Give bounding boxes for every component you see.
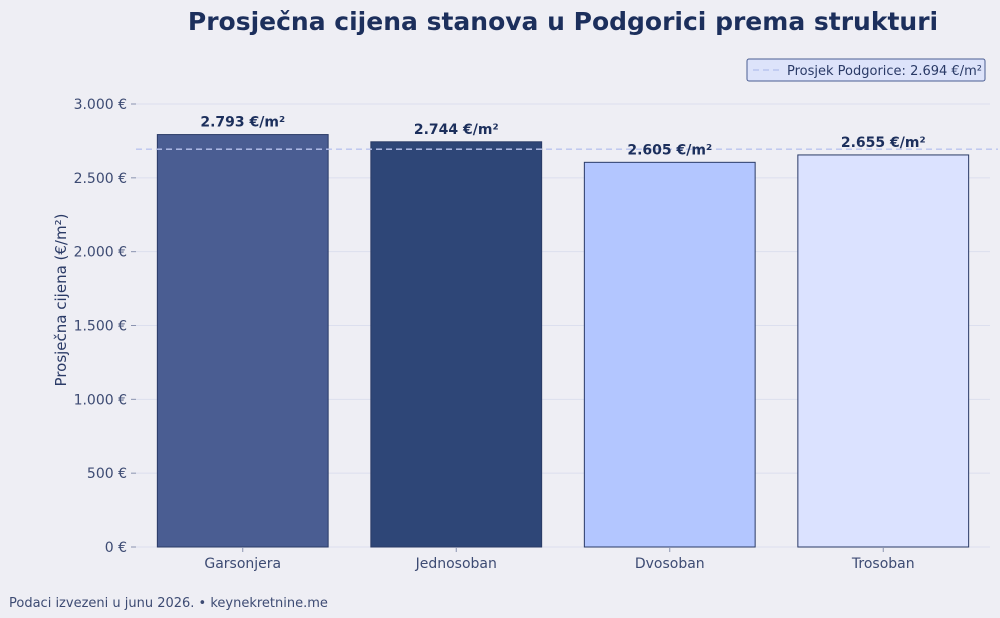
bar-garsonjera: [156, 134, 329, 548]
data-labels: 2.793 €/m² 2.744 €/m² 2.605 €/m² 2.655 €/m²: [200, 115, 925, 159]
data-label-jednosoban: 2.744 €/m²: [414, 122, 499, 138]
legend-entry-average: Prosjek Podgorice: 2.694 €/m²: [787, 64, 982, 79]
y-axis-ticks: 0 € 500 € 1.000 € 1.500 € 2.000 € 2.500 € 3.00…: [74, 97, 136, 556]
legend-box: [746, 58, 986, 82]
bar-dvosoban: [583, 161, 756, 548]
x-axis-ticks: Garsonjera Jednosoban Dvosoban Trosoban: [204, 547, 915, 572]
data-label-dvosoban: 2.605 €/m²: [627, 142, 712, 158]
y-tick-label: 1.500 €: [74, 319, 127, 335]
y-tick-label: 2.500 €: [74, 171, 127, 187]
data-label-garsonjera: 2.793 €/m²: [200, 115, 285, 131]
x-tick-label: Garsonjera: [204, 556, 281, 572]
y-tick-label: 3.000 €: [74, 97, 127, 113]
bars: [156, 134, 970, 548]
footer-source: Podaci izvezeni u junu 2026. • keynekret…: [9, 596, 328, 611]
chart-title: Prosječna cijena stanova u Podgorici pre…: [188, 7, 938, 36]
bar-jednosoban: [370, 141, 543, 548]
y-tick-label: 0 €: [105, 540, 127, 556]
y-tick-label: 500 €: [87, 466, 127, 482]
x-tick-label: Jednosoban: [415, 556, 497, 572]
bar-trosoban: [797, 154, 970, 548]
x-tick-label: Dvosoban: [635, 556, 705, 572]
x-tick-label: Trosoban: [851, 556, 915, 572]
data-label-trosoban: 2.655 €/m²: [841, 135, 926, 151]
y-axis-label: Prosječna cijena (€/m²): [52, 214, 70, 387]
legend: Prosjek Podgorice: 2.694 €/m²: [746, 58, 986, 82]
y-tick-label: 2.000 €: [74, 245, 127, 261]
y-tick-label: 1.000 €: [74, 392, 127, 408]
